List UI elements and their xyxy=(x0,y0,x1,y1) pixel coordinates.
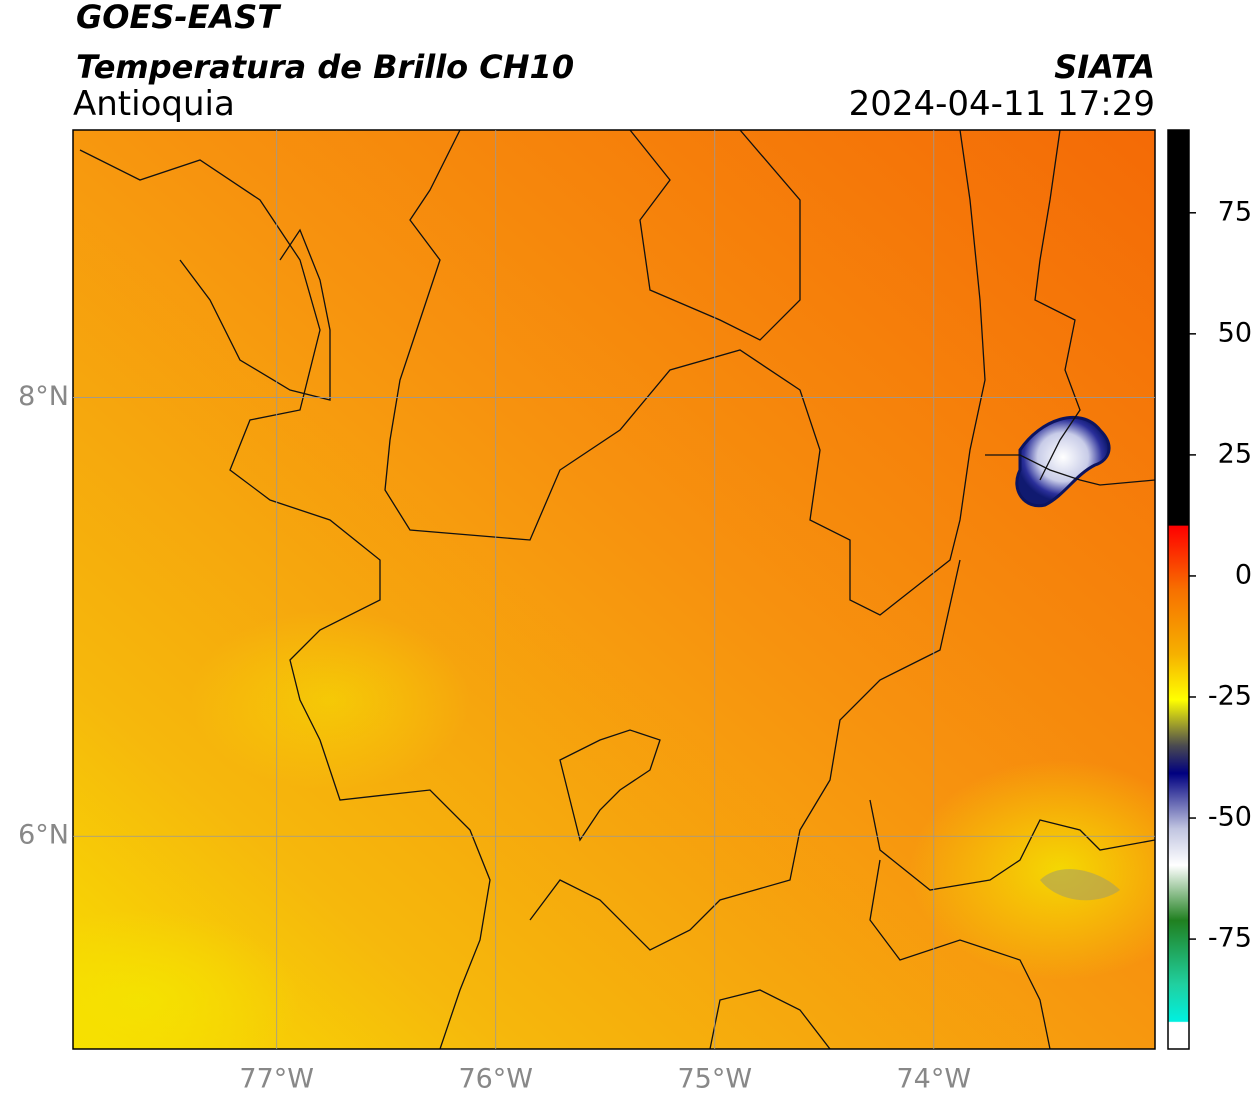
boundary xyxy=(384,130,986,616)
datetime: 2024-04-11 17:29 xyxy=(849,84,1155,124)
coastline xyxy=(179,228,331,401)
colorbar-tick-label: 75 xyxy=(1218,196,1252,227)
boundary xyxy=(1034,130,1081,481)
cloud xyxy=(1040,869,1120,901)
colorbar-tick-label: 50 xyxy=(1218,317,1252,348)
map-field xyxy=(73,130,1155,1049)
boundary xyxy=(985,454,1155,486)
colorbar-tick-label: -75 xyxy=(1208,923,1252,954)
region: Antioquia xyxy=(73,84,235,124)
x-tick-label: 75°W xyxy=(677,1064,752,1095)
boundary xyxy=(869,799,1155,891)
boundary xyxy=(629,130,801,341)
x-tick-label: 77°W xyxy=(239,1064,314,1095)
boundary xyxy=(869,859,1051,1049)
warm-area xyxy=(190,610,470,790)
boundary xyxy=(559,729,661,842)
colorbar-tick-label: -25 xyxy=(1208,680,1252,711)
colorbar-tick-label: -50 xyxy=(1208,802,1252,833)
warm-area xyxy=(73,910,300,1049)
boundary xyxy=(529,559,961,951)
colorbar-tick-label: 25 xyxy=(1218,438,1252,469)
y-tick-label: 6°N xyxy=(18,820,69,851)
warm-area xyxy=(910,760,1155,980)
y-tick-label: 8°N xyxy=(18,381,69,412)
map-frame xyxy=(72,129,1156,1050)
x-tick-label: 76°W xyxy=(458,1064,533,1095)
colorbar-tick-label: 0 xyxy=(1235,559,1252,590)
x-tick-label: 74°W xyxy=(897,1064,972,1095)
boundary xyxy=(709,989,831,1049)
title: GOES-EAST xyxy=(76,0,281,36)
boundary xyxy=(79,149,491,1049)
subtitle: Temperatura de Brillo CH10 xyxy=(76,48,574,86)
colorbar xyxy=(1167,129,1190,1050)
cold-cloud xyxy=(1015,415,1111,508)
source: SIATA xyxy=(1054,48,1155,86)
